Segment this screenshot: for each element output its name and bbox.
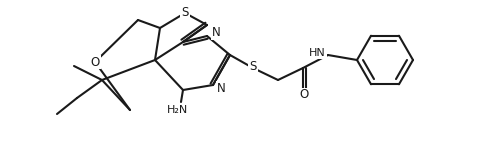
Text: O: O (299, 88, 308, 101)
Text: S: S (249, 60, 257, 73)
Text: N: N (212, 26, 221, 39)
Text: H₂N: H₂N (167, 105, 188, 115)
Text: S: S (181, 6, 188, 19)
Text: O: O (91, 56, 100, 69)
Text: HN: HN (309, 48, 326, 58)
Text: N: N (217, 82, 226, 95)
